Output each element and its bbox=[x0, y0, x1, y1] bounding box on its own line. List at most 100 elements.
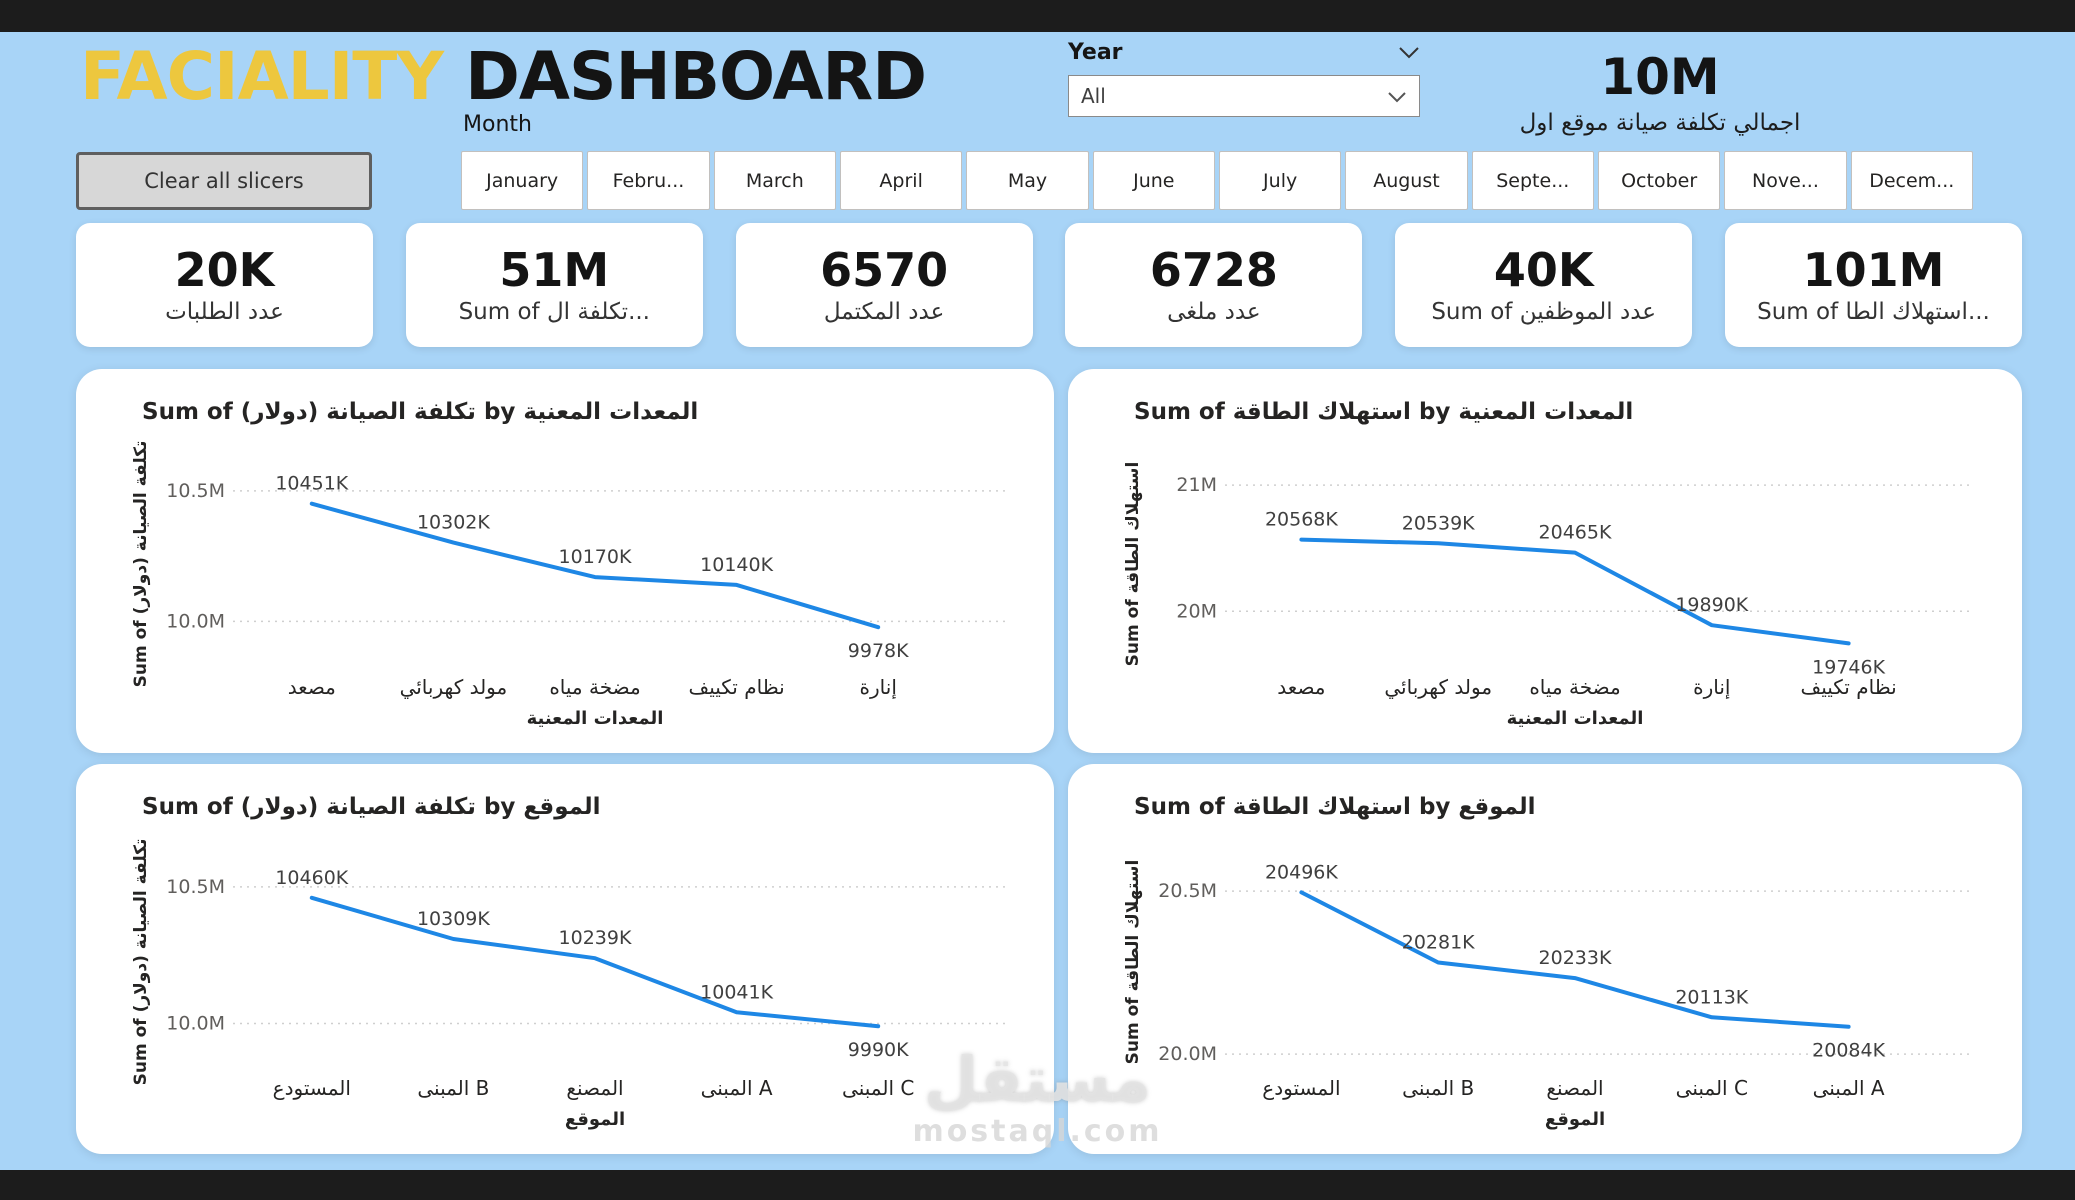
month-slicer: January Febru... March April May June Ju… bbox=[461, 151, 1973, 210]
svg-text:10239K: 10239K bbox=[559, 927, 632, 949]
year-dropdown-value: All bbox=[1081, 84, 1106, 108]
kpi-card-completed-count: 6570 عدد المكتمل bbox=[735, 223, 1033, 347]
svg-text:19746K: 19746K bbox=[1812, 656, 1885, 678]
svg-text:20084K: 20084K bbox=[1812, 1040, 1885, 1062]
chevron-down-icon bbox=[1387, 84, 1407, 108]
svg-text:20M: 20M bbox=[1176, 600, 1217, 622]
svg-text:10041K: 10041K bbox=[700, 981, 773, 1003]
svg-text:المبنى C: المبنى C bbox=[1676, 1076, 1748, 1100]
svg-text:10302K: 10302K bbox=[417, 512, 490, 534]
month-button-april[interactable]: April bbox=[839, 151, 963, 210]
svg-text:20539K: 20539K bbox=[1402, 512, 1475, 534]
chart-title: Sum of استهلاك الطاقة by الموقع bbox=[1134, 794, 1536, 820]
kpi-label: عدد الطلبات bbox=[165, 299, 284, 326]
month-button-june[interactable]: June bbox=[1092, 151, 1215, 210]
total-maintenance-label: اجمالي تكلفة صيانة موقع اول bbox=[1519, 110, 1801, 136]
line-chart-maintenance-by-location[interactable]: 10.5M 10.0M 10460K 10309K 10239K 10041K 9990K ا… bbox=[76, 820, 1054, 1158]
kpi-value: 101M bbox=[1802, 242, 1945, 297]
svg-text:20465K: 20465K bbox=[1539, 522, 1612, 544]
svg-text:نظام تكييف: نظام تكييف bbox=[1800, 675, 1896, 699]
svg-text:مولد كهربائي: مولد كهربائي bbox=[1384, 675, 1492, 700]
line-chart-maintenance-by-equipment[interactable]: 10.5M 10.0M 10451K 10302K 10170K 10140K 9978K م… bbox=[76, 425, 1054, 757]
svg-text:المستودع: المستودع bbox=[1262, 1076, 1340, 1100]
year-dropdown[interactable]: All bbox=[1068, 75, 1420, 117]
title-dashboard: DASHBOARD bbox=[465, 38, 927, 115]
year-slicer-title: Year bbox=[1068, 40, 1123, 65]
chart-title: Sum of استهلاك الطاقة by المعدات المعنية bbox=[1134, 399, 1634, 425]
svg-text:المستودع: المستودع bbox=[273, 1076, 351, 1100]
kpi-card-maintenance-cost-sum: 51M Sum of تكلفة ال... bbox=[405, 223, 703, 347]
title-faciality: FACIALITY bbox=[80, 38, 444, 115]
chevron-down-icon[interactable] bbox=[1398, 40, 1420, 65]
svg-text:10170K: 10170K bbox=[559, 546, 632, 568]
chart-title: Sum of تكلفة الصيانة (دولار) by المعدات … bbox=[142, 399, 699, 425]
year-slicer: Year All bbox=[1068, 40, 1420, 117]
month-button-september[interactable]: Septe... bbox=[1471, 151, 1594, 210]
month-button-january[interactable]: January bbox=[461, 151, 584, 210]
svg-text:مولد كهربائي: مولد كهربائي bbox=[400, 675, 508, 700]
svg-text:الموقع: الموقع bbox=[1545, 1109, 1605, 1130]
bottom-bar bbox=[0, 1170, 2075, 1200]
chart-energy-by-location: Sum of استهلاك الطاقة by الموقع 20.5M 20.… bbox=[1068, 764, 2022, 1154]
svg-text:20496K: 20496K bbox=[1265, 861, 1338, 883]
svg-text:10460K: 10460K bbox=[275, 867, 348, 889]
svg-text:20233K: 20233K bbox=[1539, 947, 1612, 969]
kpi-card-cancelled-count: 6728 عدد ملغى bbox=[1065, 223, 1363, 347]
month-button-february[interactable]: Febru... bbox=[587, 151, 710, 210]
svg-text:20113K: 20113K bbox=[1675, 986, 1748, 1008]
line-chart-energy-by-equipment[interactable]: 21M 20M 20568K 20539K 20465K 19890K 19746K مصعد… bbox=[1068, 425, 2022, 757]
kpi-value: 6728 bbox=[1149, 242, 1278, 297]
svg-text:مصعد: مصعد bbox=[288, 675, 336, 699]
svg-text:Sum of تكلفة الصيانة (دولار): Sum of تكلفة الصيانة (دولار) bbox=[131, 441, 151, 688]
svg-text:المصنع: المصنع bbox=[566, 1076, 623, 1100]
svg-text:المعدات المعنية: المعدات المعنية bbox=[527, 708, 664, 729]
svg-text:10.5M: 10.5M bbox=[166, 876, 225, 898]
svg-text:10.0M: 10.0M bbox=[166, 1013, 225, 1035]
svg-text:19890K: 19890K bbox=[1675, 594, 1748, 616]
svg-text:المبنى A: المبنى A bbox=[701, 1076, 773, 1100]
clear-all-slicers-button[interactable]: Clear all slicers bbox=[76, 152, 372, 210]
line-chart-energy-by-location[interactable]: 20.5M 20.0M 20496K 20281K 20233K 20113K 20084K… bbox=[1068, 820, 2022, 1158]
svg-text:الموقع: الموقع bbox=[565, 1109, 625, 1130]
kpi-value: 40K bbox=[1493, 242, 1594, 297]
month-button-october[interactable]: October bbox=[1597, 151, 1721, 210]
total-maintenance-kpi: 10M اجمالي تكلفة صيانة موقع اول bbox=[1505, 48, 1815, 136]
kpi-value: 51M bbox=[499, 242, 610, 297]
month-slicer-label: Month bbox=[463, 112, 532, 137]
svg-text:مضخة مياه: مضخة مياه bbox=[1529, 675, 1620, 699]
svg-text:21M: 21M bbox=[1176, 474, 1217, 496]
kpi-label: عدد المكتمل bbox=[823, 299, 945, 326]
page-title: FACIALITY DASHBOARD bbox=[80, 38, 927, 115]
svg-text:المعدات المعنية: المعدات المعنية bbox=[1507, 708, 1644, 729]
kpi-card-requests-count: 20K عدد الطلبات bbox=[76, 223, 373, 347]
svg-text:نظام تكييف: نظام تكييف bbox=[688, 675, 784, 699]
svg-text:10.5M: 10.5M bbox=[166, 480, 225, 502]
svg-text:9978K: 9978K bbox=[848, 640, 909, 662]
month-button-march[interactable]: March bbox=[713, 151, 836, 210]
svg-text:Sum of تكلفة الصيانة (دولار): Sum of تكلفة الصيانة (دولار) bbox=[131, 839, 151, 1086]
chart-energy-by-equipment: Sum of استهلاك الطاقة by المعدات المعنية… bbox=[1068, 369, 2022, 753]
svg-text:10140K: 10140K bbox=[700, 554, 773, 576]
kpi-label: عدد ملغى bbox=[1167, 299, 1261, 326]
svg-text:10451K: 10451K bbox=[275, 473, 348, 495]
year-slicer-header: Year bbox=[1068, 40, 1420, 65]
svg-text:إنارة: إنارة bbox=[1693, 675, 1730, 700]
month-button-july[interactable]: July bbox=[1218, 151, 1342, 210]
kpi-value: 6570 bbox=[820, 242, 949, 297]
month-button-november[interactable]: Nove... bbox=[1724, 151, 1847, 210]
svg-text:Sum of استهلاك الطاقة: Sum of استهلاك الطاقة bbox=[1123, 462, 1143, 667]
chart-maintenance-cost-by-location: Sum of تكلفة الصيانة (دولار) by الموقع 1… bbox=[76, 764, 1054, 1154]
svg-text:المبنى A: المبنى A bbox=[1813, 1076, 1885, 1100]
svg-text:المصنع: المصنع bbox=[1546, 1076, 1603, 1100]
svg-text:المبنى C: المبنى C bbox=[842, 1076, 914, 1100]
month-button-may[interactable]: May bbox=[966, 151, 1089, 210]
total-maintenance-value: 10M bbox=[1600, 48, 1720, 106]
month-button-december[interactable]: Decem... bbox=[1850, 151, 1973, 210]
svg-text:مضخة مياه: مضخة مياه bbox=[549, 675, 640, 699]
kpi-row: 20K عدد الطلبات 51M Sum of تكلفة ال... 6… bbox=[76, 223, 2022, 347]
svg-text:مصعد: مصعد bbox=[1277, 675, 1325, 699]
chart-maintenance-cost-by-equipment: Sum of تكلفة الصيانة (دولار) by المعدات … bbox=[76, 369, 1054, 753]
top-bar bbox=[0, 0, 2075, 32]
month-button-august[interactable]: August bbox=[1345, 151, 1468, 210]
